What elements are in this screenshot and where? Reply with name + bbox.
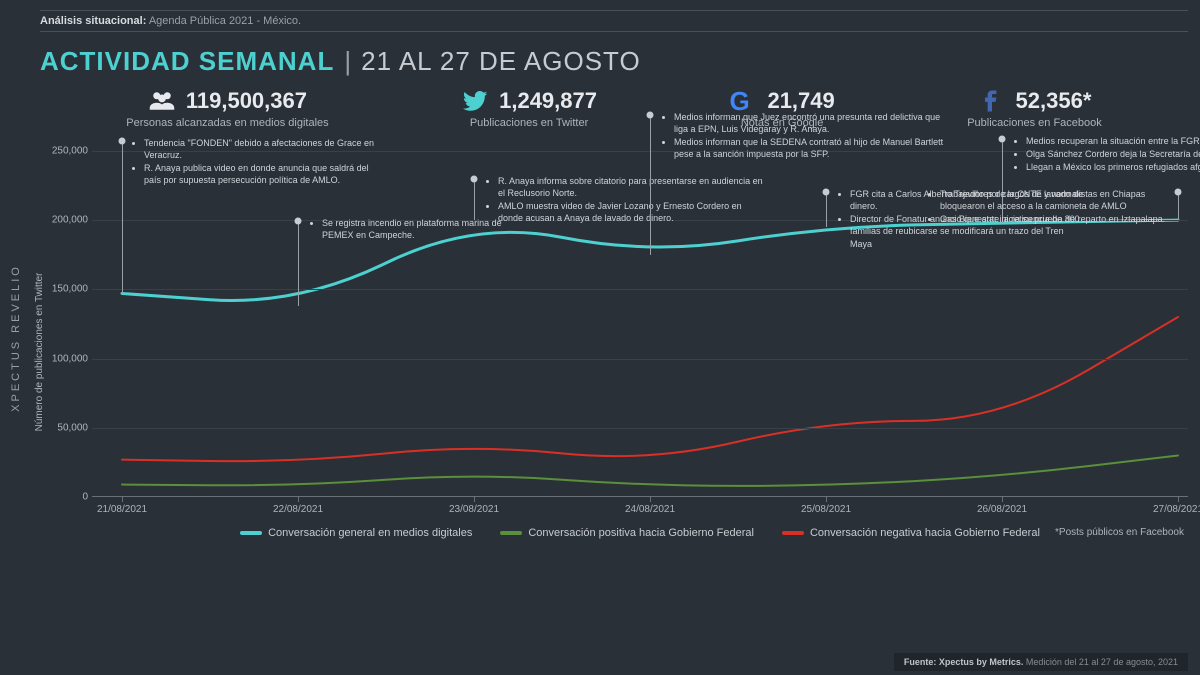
chart-legend: Conversación general en medios digitales… bbox=[92, 527, 1188, 539]
twitter-icon bbox=[461, 87, 489, 115]
main-content: Análisis situacional: Agenda Pública 202… bbox=[40, 10, 1188, 665]
page-title: ACTIVIDAD SEMANAL | 21 AL 27 DE AGOSTO bbox=[40, 46, 1188, 77]
chart-annotation: Medios recuperan la situación entre la F… bbox=[1014, 135, 1200, 174]
chart-annotation: Medios informan que Juez encontró una pr… bbox=[662, 111, 952, 162]
people-icon bbox=[148, 87, 176, 115]
x-tick: 23/08/2021 bbox=[449, 504, 499, 515]
stat-twitter: 1,249,877 Publicaciones en Twitter bbox=[461, 87, 597, 129]
x-tick: 27/08/2021 bbox=[1153, 504, 1200, 515]
stat-facebook: 52,356* Publicaciones en Facebook bbox=[967, 87, 1102, 129]
y-tick: 250,000 bbox=[44, 145, 88, 156]
chart-area: Número de publicaciones en Twitter 050,0… bbox=[40, 137, 1188, 567]
legend-item: Conversación general en medios digitales bbox=[240, 527, 472, 539]
stats-row: 119,500,367 Personas alcanzadas en medio… bbox=[40, 87, 1188, 129]
y-tick: 150,000 bbox=[44, 284, 88, 295]
chart-annotation: R. Anaya informa sobre citatorio para pr… bbox=[486, 175, 766, 226]
footnote: *Posts públicos en Facebook bbox=[1055, 527, 1184, 538]
y-tick: 100,000 bbox=[44, 353, 88, 364]
x-tick: 24/08/2021 bbox=[625, 504, 675, 515]
facebook-icon bbox=[978, 87, 1006, 115]
y-axis-label: Número de publicaciones en Twitter bbox=[34, 273, 45, 432]
y-tick: 200,000 bbox=[44, 215, 88, 226]
brand-label: XPECTUS REVELIO bbox=[10, 264, 22, 412]
chart-annotation: Tendencia "FONDEN" debido a afectaciones… bbox=[132, 137, 382, 188]
source-credit: Fuente: Xpectus by Metrics. Medición del… bbox=[894, 653, 1188, 671]
x-tick: 21/08/2021 bbox=[97, 504, 147, 515]
chart-plot: 050,000100,000150,000200,000250,00021/08… bbox=[92, 137, 1188, 497]
breadcrumb: Análisis situacional: Agenda Pública 202… bbox=[40, 10, 1188, 32]
x-tick: 25/08/2021 bbox=[801, 504, 851, 515]
x-tick: 22/08/2021 bbox=[273, 504, 323, 515]
legend-item: Conversación negativa hacia Gobierno Fed… bbox=[782, 527, 1040, 539]
title-main: ACTIVIDAD SEMANAL bbox=[40, 46, 334, 77]
stat-reach: 119,500,367 Personas alcanzadas en medio… bbox=[126, 87, 328, 129]
y-tick: 50,000 bbox=[44, 422, 88, 433]
x-tick: 26/08/2021 bbox=[977, 504, 1027, 515]
title-sub: 21 AL 27 DE AGOSTO bbox=[361, 46, 641, 77]
y-tick: 0 bbox=[44, 492, 88, 503]
chart-annotation: Trabajadores de la CNTE y normalistas en… bbox=[928, 188, 1178, 226]
legend-item: Conversación positiva hacia Gobierno Fed… bbox=[500, 527, 754, 539]
